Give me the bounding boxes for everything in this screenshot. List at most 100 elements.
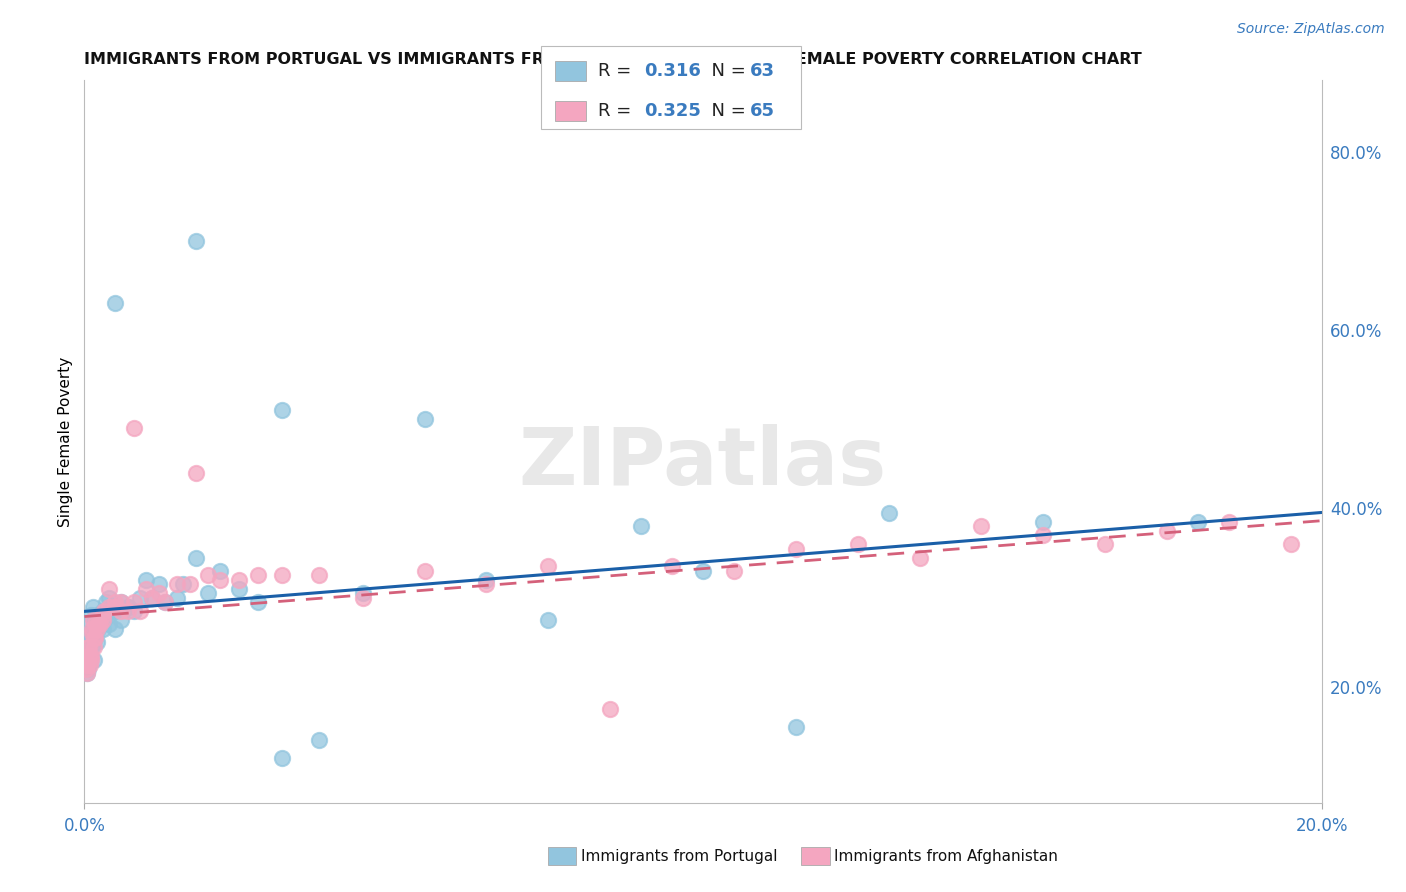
Point xyxy=(1218,515,1240,529)
Point xyxy=(129,604,152,618)
Point xyxy=(970,519,993,533)
Text: 0.325: 0.325 xyxy=(644,102,700,120)
Point xyxy=(117,599,139,614)
Point xyxy=(117,599,139,614)
Point xyxy=(82,640,104,654)
Point xyxy=(79,648,101,663)
Point xyxy=(94,595,117,609)
Point xyxy=(77,640,100,654)
Point xyxy=(117,604,139,618)
Point xyxy=(246,595,269,609)
Point xyxy=(87,617,110,632)
Text: 65: 65 xyxy=(749,102,775,120)
Point xyxy=(98,582,121,596)
Point xyxy=(785,541,807,556)
Point xyxy=(104,622,127,636)
Point xyxy=(352,586,374,600)
Point xyxy=(87,622,110,636)
Point xyxy=(908,550,931,565)
Point xyxy=(77,662,100,676)
Point xyxy=(148,586,170,600)
Point xyxy=(209,564,232,578)
Text: ZIPatlas: ZIPatlas xyxy=(519,425,887,502)
Point xyxy=(1156,524,1178,538)
Point xyxy=(79,657,101,672)
Point xyxy=(271,751,294,765)
Point xyxy=(104,296,127,310)
Point xyxy=(86,635,108,649)
Point xyxy=(76,666,98,681)
Point xyxy=(79,640,101,654)
Point xyxy=(246,568,269,582)
Point xyxy=(93,613,115,627)
Point xyxy=(352,591,374,605)
Point xyxy=(101,604,124,618)
Point xyxy=(104,599,127,614)
Point xyxy=(1341,528,1364,542)
Point xyxy=(228,582,250,596)
Point xyxy=(153,595,176,609)
Text: Immigrants from Afghanistan: Immigrants from Afghanistan xyxy=(834,849,1057,863)
Point xyxy=(89,608,111,623)
Point xyxy=(79,640,101,654)
Text: 63: 63 xyxy=(749,62,775,80)
Point xyxy=(83,626,105,640)
Point xyxy=(846,537,869,551)
Point xyxy=(122,595,145,609)
Point xyxy=(413,564,436,578)
Point xyxy=(82,613,104,627)
Point xyxy=(271,403,294,417)
Point xyxy=(77,648,100,663)
Point xyxy=(172,577,194,591)
Point xyxy=(82,599,104,614)
Point xyxy=(723,564,745,578)
Point xyxy=(785,720,807,734)
Point xyxy=(79,653,101,667)
Point xyxy=(141,591,163,605)
Point xyxy=(122,421,145,435)
Point xyxy=(77,648,100,663)
Point xyxy=(79,608,101,623)
Point xyxy=(475,577,498,591)
Point xyxy=(80,631,103,645)
Point xyxy=(79,626,101,640)
Point xyxy=(1403,524,1406,538)
Point xyxy=(475,573,498,587)
Point xyxy=(308,733,330,747)
Point xyxy=(104,604,127,618)
Y-axis label: Single Female Poverty: Single Female Poverty xyxy=(58,357,73,526)
Point xyxy=(197,568,219,582)
Point xyxy=(110,604,132,618)
Point xyxy=(91,613,114,627)
Text: N =: N = xyxy=(700,102,752,120)
Point xyxy=(413,412,436,426)
Point xyxy=(271,568,294,582)
Point xyxy=(83,653,105,667)
Point xyxy=(98,599,121,614)
Point xyxy=(537,613,560,627)
Point xyxy=(184,234,207,248)
Point xyxy=(661,559,683,574)
Point xyxy=(110,595,132,609)
Point xyxy=(80,626,103,640)
Point xyxy=(76,657,98,672)
Point xyxy=(86,608,108,623)
Point xyxy=(1187,515,1209,529)
Point xyxy=(630,519,652,533)
Point xyxy=(228,573,250,587)
Point xyxy=(209,573,232,587)
Text: R =: R = xyxy=(598,62,637,80)
Point xyxy=(98,591,121,605)
Point xyxy=(87,617,110,632)
Point xyxy=(141,591,163,605)
Point xyxy=(83,640,105,654)
Point xyxy=(77,626,100,640)
Point xyxy=(84,617,107,632)
Point xyxy=(89,617,111,632)
Point xyxy=(135,573,157,587)
Point xyxy=(75,657,97,672)
Point xyxy=(91,622,114,636)
Point xyxy=(93,604,115,618)
Point xyxy=(83,631,105,645)
Point xyxy=(1279,537,1302,551)
